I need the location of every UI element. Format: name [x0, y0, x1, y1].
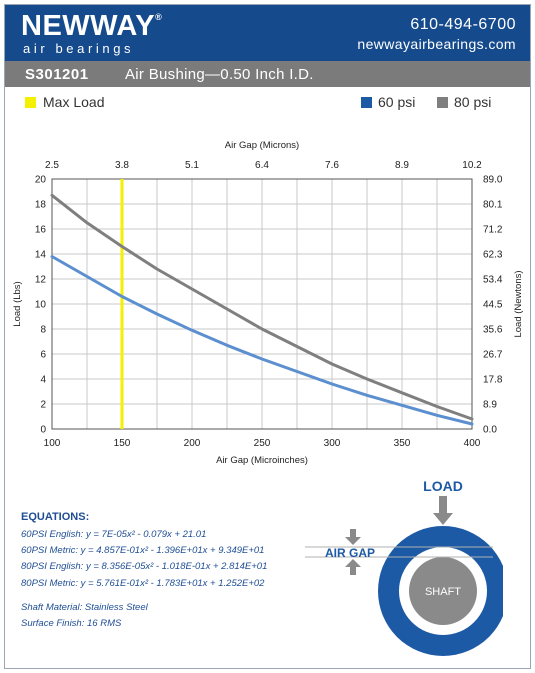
y-right-tick-label: 17.8 — [483, 375, 503, 386]
series-line-80-psi — [50, 193, 474, 421]
shaft-label: SHAFT — [425, 586, 461, 598]
y-left-axis-title: Load (Lbs) — [12, 281, 23, 326]
y-right-axis-title: Load (Newtons) — [513, 270, 524, 337]
y-left-tick-label: 14 — [35, 250, 47, 261]
chart-legend: Max Load 60 psi 80 psi — [5, 89, 530, 117]
equations-block: EQUATIONS: 60PSI English: y = 7E-05x² - … — [21, 511, 321, 592]
header-bar: NEWWAY® air bearings 610-494-6700 newway… — [5, 5, 530, 61]
part-description: Air Bushing—0.50 Inch I.D. — [125, 66, 314, 83]
load-label: LOAD — [423, 478, 463, 494]
y-left-tick-label: 20 — [35, 175, 47, 186]
y-left-tick-label: 0 — [40, 425, 46, 436]
x-top-axis-title: Air Gap (Microns) — [225, 140, 299, 151]
bushing-diagram: LOAD SHAFT AIR GAP — [305, 478, 503, 656]
x-bottom-tick-label: 250 — [254, 438, 271, 449]
equations-title: EQUATIONS: — [21, 511, 90, 523]
x-bottom-tick-label: 150 — [114, 438, 131, 449]
air-gap-up-arrow-icon — [345, 559, 361, 575]
shaft-circle — [409, 557, 477, 625]
x-top-tick-label: 5.1 — [185, 160, 199, 171]
surface-finish: Surface Finish: 16 RMS — [21, 618, 122, 629]
psi60-legend-label: 60 psi — [378, 94, 416, 110]
y-left-tick-label: 4 — [40, 375, 46, 386]
air-gap-down-arrow-icon — [345, 529, 361, 545]
x-bottom-tick-label: 300 — [324, 438, 341, 449]
title-bar: S301201 Air Bushing—0.50 Inch I.D. — [5, 61, 530, 87]
air-gap-label: AIR GAP — [325, 546, 375, 560]
brand-tagline: air bearings — [23, 41, 135, 56]
y-right-tick-label: 53.4 — [483, 275, 503, 286]
y-right-tick-label: 35.6 — [483, 325, 503, 336]
y-left-tick-label: 16 — [35, 225, 47, 236]
psi60-swatch — [361, 97, 372, 108]
material-specs: Shaft Material: Stainless Steel Surface … — [21, 600, 148, 632]
shaft-material: Shaft Material: Stainless Steel — [21, 602, 148, 613]
x-bottom-tick-label: 350 — [394, 438, 411, 449]
equation-line: 80PSI English: y = 8.356E-05x² - 1.018E-… — [21, 561, 268, 573]
x-top-tick-label: 10.2 — [462, 160, 482, 171]
plot-frame — [51, 178, 473, 430]
website-link[interactable]: newwayairbearings.com — [357, 36, 516, 52]
part-number: S301201 — [25, 66, 89, 83]
equation-line: 80PSI Metric: y = 5.761E-01x² - 1.783E+0… — [21, 577, 265, 589]
datasheet-card: NEWWAY® air bearings 610-494-6700 newway… — [4, 4, 531, 669]
y-right-tick-label: 26.7 — [483, 350, 503, 361]
y-left-tick-label: 12 — [35, 275, 47, 286]
y-right-tick-label: 80.1 — [483, 200, 503, 211]
x-top-tick-label: 3.8 — [115, 160, 129, 171]
y-right-tick-label: 71.2 — [483, 225, 503, 236]
y-left-tick-label: 2 — [40, 400, 46, 411]
x-top-tick-label: 2.5 — [45, 160, 59, 171]
brand-logo: NEWWAY® — [21, 10, 163, 42]
y-left-tick-label: 8 — [40, 325, 46, 336]
max-load-legend-label: Max Load — [43, 94, 105, 110]
y-left-tick-label: 6 — [40, 350, 46, 361]
x-top-tick-label: 7.6 — [325, 160, 339, 171]
y-right-tick-label: 62.3 — [483, 250, 503, 261]
load-arrow-icon — [433, 496, 453, 525]
x-bottom-axis-title: Air Gap (Microinches) — [216, 455, 308, 466]
registered-mark: ® — [155, 12, 163, 22]
y-left-tick-label: 18 — [35, 200, 47, 211]
equation-line: 60PSI Metric: y = 4.857E-01x² - 1.396E+0… — [21, 545, 265, 557]
y-right-tick-label: 0.0 — [483, 425, 497, 436]
series-line-60-psi — [50, 255, 474, 426]
x-top-tick-label: 8.9 — [395, 160, 409, 171]
phone-number: 610-494-6700 — [410, 16, 516, 33]
y-left-tick-label: 10 — [35, 300, 47, 311]
y-right-tick-label: 89.0 — [483, 175, 503, 186]
max-load-swatch — [25, 97, 36, 108]
x-bottom-tick-label: 100 — [44, 438, 61, 449]
x-top-tick-label: 6.4 — [255, 160, 269, 171]
x-bottom-tick-label: 200 — [184, 438, 201, 449]
y-right-tick-label: 44.5 — [483, 300, 503, 311]
psi80-legend-label: 80 psi — [454, 94, 492, 110]
equation-line: 60PSI English: y = 7E-05x² - 0.079x + 21… — [21, 529, 207, 540]
x-bottom-tick-label: 400 — [464, 438, 481, 449]
psi80-swatch — [437, 97, 448, 108]
y-right-tick-label: 8.9 — [483, 400, 497, 411]
